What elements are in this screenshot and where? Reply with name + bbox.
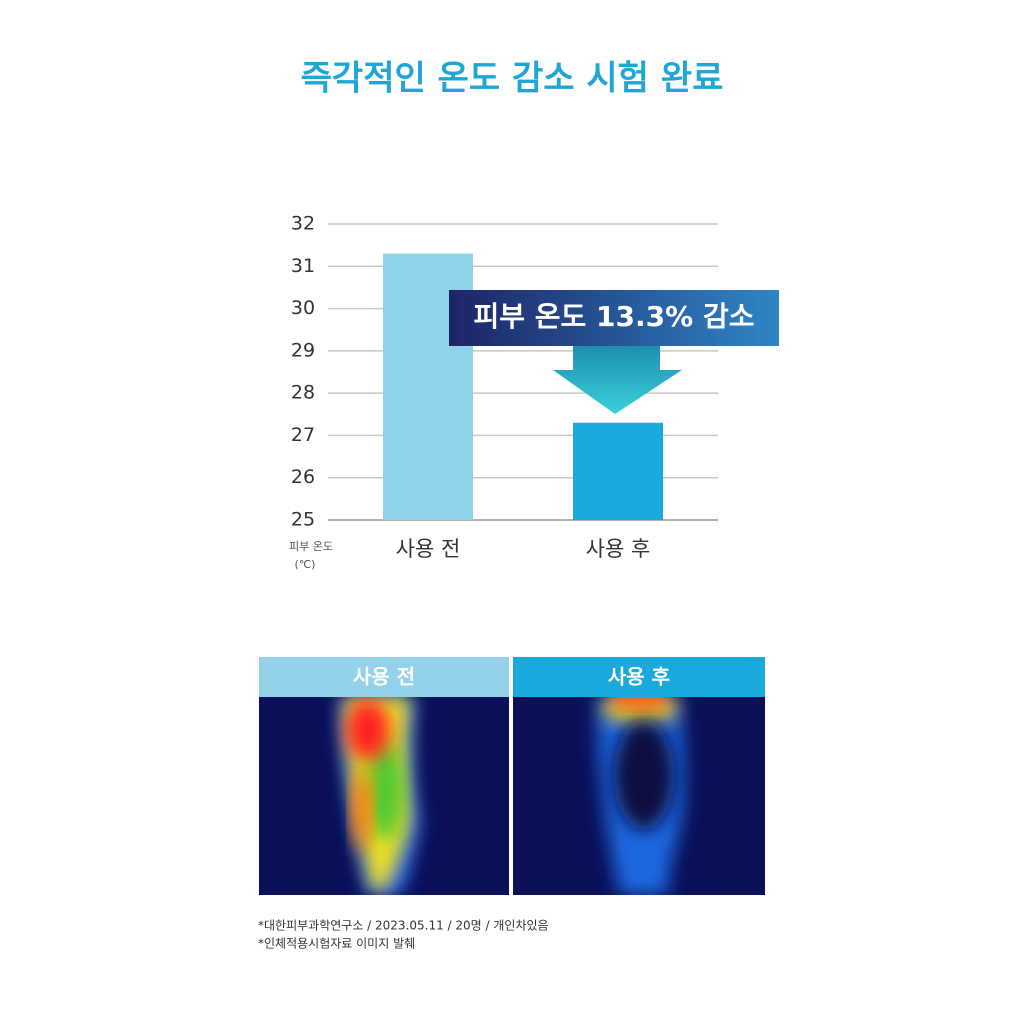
panel-label: 사용 전 bbox=[353, 665, 415, 689]
y-tick-label: 29 bbox=[291, 339, 315, 361]
y-tick-label: 27 bbox=[291, 424, 315, 446]
annotation: 피부 온도 13.3% 감소 bbox=[474, 300, 755, 333]
y-tick-label: 30 bbox=[291, 297, 315, 319]
y-tick-label: 25 bbox=[291, 509, 315, 531]
annotation-box bbox=[449, 290, 779, 346]
y-tick-label: 26 bbox=[291, 466, 315, 488]
footnote: *대한피부과학연구소 / 2023.05.11 / 20명 / 개인차있음 bbox=[258, 919, 549, 933]
x-tick-label: 사용 전 bbox=[396, 537, 461, 561]
x-tick-label: 사용 후 bbox=[586, 537, 651, 561]
title: 즉각적인 온도 감소 시험 완료 bbox=[301, 59, 724, 99]
y-tick-label: 28 bbox=[291, 382, 315, 404]
panel-header bbox=[513, 657, 765, 697]
y-label: (℃) bbox=[295, 558, 316, 571]
panel-label: 사용 후 bbox=[608, 665, 670, 689]
down-arrow bbox=[553, 346, 682, 414]
thermal-leg bbox=[597, 697, 685, 895]
thermal-leg bbox=[340, 697, 420, 895]
bar bbox=[573, 422, 663, 520]
y-label: 피부 온도 bbox=[289, 540, 333, 553]
panel-header bbox=[259, 657, 509, 697]
y-tick-label: 31 bbox=[291, 255, 315, 277]
y-tick-label: 32 bbox=[291, 213, 315, 235]
footnote: *인체적용시험자료 이미지 발췌 bbox=[258, 937, 415, 951]
